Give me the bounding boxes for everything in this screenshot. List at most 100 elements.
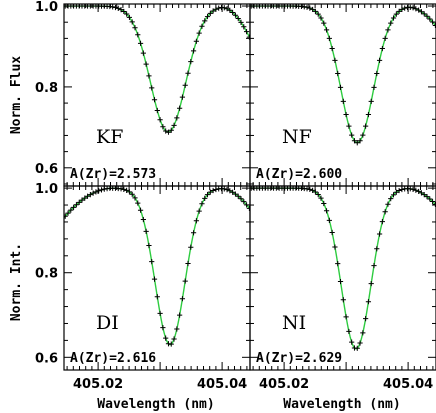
y-tick-label: 0.8 — [35, 81, 58, 96]
observed-point — [124, 11, 130, 17]
observed-point — [227, 188, 233, 194]
observed-point — [199, 201, 205, 207]
y-axis-label-top: Norm. Flux — [9, 56, 24, 134]
observed-point — [371, 262, 377, 269]
observed-point — [421, 11, 427, 17]
observed-point — [129, 19, 135, 25]
observed-point — [312, 189, 319, 195]
observed-point — [360, 132, 366, 138]
abundance-label: A(Zr)=2.600 — [256, 167, 342, 182]
model-line — [250, 187, 436, 350]
observed-point — [343, 111, 349, 118]
panel-frame — [249, 3, 436, 187]
panel-DI: 0.6 0.8 1.0 405.02 405.04 DI A(Zr)=2.616 — [35, 182, 251, 392]
observed-point — [337, 84, 344, 90]
observed-point — [410, 186, 416, 192]
observed-point — [171, 122, 177, 128]
y-tick-label: 0.8 — [35, 267, 58, 282]
observed-point — [146, 73, 152, 79]
observed-point — [112, 4, 119, 11]
observed-point — [416, 7, 422, 13]
observed-point — [132, 25, 138, 31]
observed-point — [168, 341, 174, 347]
observed-point — [135, 200, 141, 206]
observed-point — [132, 195, 138, 201]
observed-point — [151, 97, 158, 103]
observed-point — [190, 48, 197, 54]
observed-point — [193, 38, 199, 44]
observed-point — [174, 115, 180, 121]
observed-point — [307, 5, 313, 11]
abundance-label: A(Zr)=2.629 — [256, 351, 342, 366]
panel-NF: NF A(Zr)=2.600 — [249, 3, 436, 187]
observed-point — [154, 294, 160, 300]
observed-point — [418, 9, 425, 15]
plot-area — [250, 186, 436, 351]
x-tick-label: 405.02 — [259, 377, 309, 392]
observed-point — [357, 138, 363, 144]
observed-point — [207, 10, 213, 16]
panel-frame — [63, 3, 251, 187]
plot-area — [64, 186, 250, 347]
observed-point — [232, 191, 239, 197]
observed-point — [196, 208, 202, 214]
observed-point — [241, 199, 247, 205]
x-tick-label: 405.02 — [73, 377, 123, 392]
observed-point — [307, 186, 313, 193]
observed-point — [310, 187, 316, 193]
observed-point — [188, 244, 194, 250]
observed-point — [349, 132, 355, 138]
observed-point — [71, 204, 77, 210]
model-line — [64, 187, 250, 346]
observed-point — [129, 191, 135, 197]
observed-point — [168, 127, 174, 133]
observed-point — [82, 195, 88, 201]
observed-point — [90, 190, 96, 196]
observed-point — [410, 5, 416, 11]
x-axis-label-right: Wavelength (nm) — [283, 397, 400, 412]
observed-point — [84, 193, 91, 199]
observed-point — [432, 22, 436, 29]
observed-point — [202, 18, 208, 24]
panel-KF: 0.6 0.8 1.0 KF A(Zr)=2.573 — [35, 0, 251, 187]
x-tick-label: 405.04 — [197, 377, 247, 392]
observed-point — [318, 195, 324, 201]
abundance-label: A(Zr)=2.573 — [70, 167, 156, 182]
observed-point — [246, 34, 250, 40]
observed-point — [365, 111, 372, 118]
observed-point — [246, 205, 250, 212]
observed-point — [421, 192, 427, 198]
observed-point — [73, 202, 79, 208]
observed-point — [230, 9, 236, 16]
observed-point — [363, 315, 369, 322]
observed-point — [393, 189, 399, 195]
observed-point — [432, 201, 436, 207]
model-line — [250, 5, 436, 144]
observed-point — [202, 195, 208, 202]
observed-point — [143, 228, 149, 234]
observed-point — [413, 6, 419, 12]
observed-point — [135, 32, 141, 38]
panel-label: KF — [96, 126, 123, 148]
observed-point — [210, 187, 216, 194]
observed-point — [230, 189, 236, 195]
observed-point — [315, 191, 321, 198]
observed-point — [163, 128, 169, 134]
observed-point — [79, 197, 85, 203]
observed-point — [365, 299, 372, 305]
observed-point — [382, 209, 388, 215]
observed-point — [190, 230, 197, 236]
observed-point — [151, 276, 158, 282]
observed-point — [329, 45, 335, 52]
observed-point — [140, 50, 146, 56]
observed-point — [390, 192, 397, 198]
observed-point — [379, 45, 385, 52]
abundance-label: A(Zr)=2.616 — [70, 351, 156, 366]
observed-point — [363, 123, 369, 129]
x-axis-label-left: Wavelength (nm) — [97, 397, 214, 412]
observed-point — [182, 278, 188, 284]
observed-point — [188, 58, 194, 65]
observed-point — [179, 94, 186, 100]
observed-point — [312, 8, 319, 14]
panel-label: DI — [96, 312, 119, 334]
